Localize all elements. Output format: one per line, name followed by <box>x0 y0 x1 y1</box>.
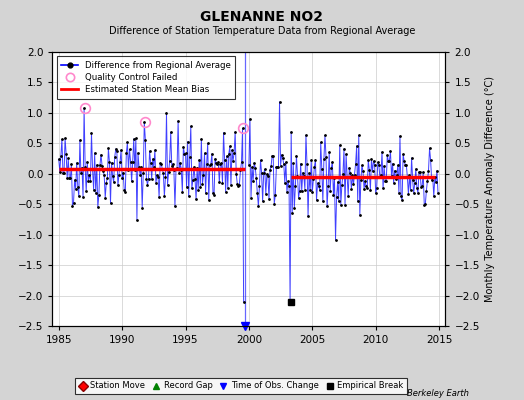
Y-axis label: Monthly Temperature Anomaly Difference (°C): Monthly Temperature Anomaly Difference (… <box>485 76 495 302</box>
Text: Difference of Station Temperature Data from Regional Average: Difference of Station Temperature Data f… <box>109 26 415 36</box>
Legend: Difference from Regional Average, Quality Control Failed, Estimated Station Mean: Difference from Regional Average, Qualit… <box>57 56 235 99</box>
Legend: Station Move, Record Gap, Time of Obs. Change, Empirical Break: Station Move, Record Gap, Time of Obs. C… <box>75 378 407 394</box>
Text: Berkeley Earth: Berkeley Earth <box>407 389 469 398</box>
Text: GLENANNE NO2: GLENANNE NO2 <box>201 10 323 24</box>
